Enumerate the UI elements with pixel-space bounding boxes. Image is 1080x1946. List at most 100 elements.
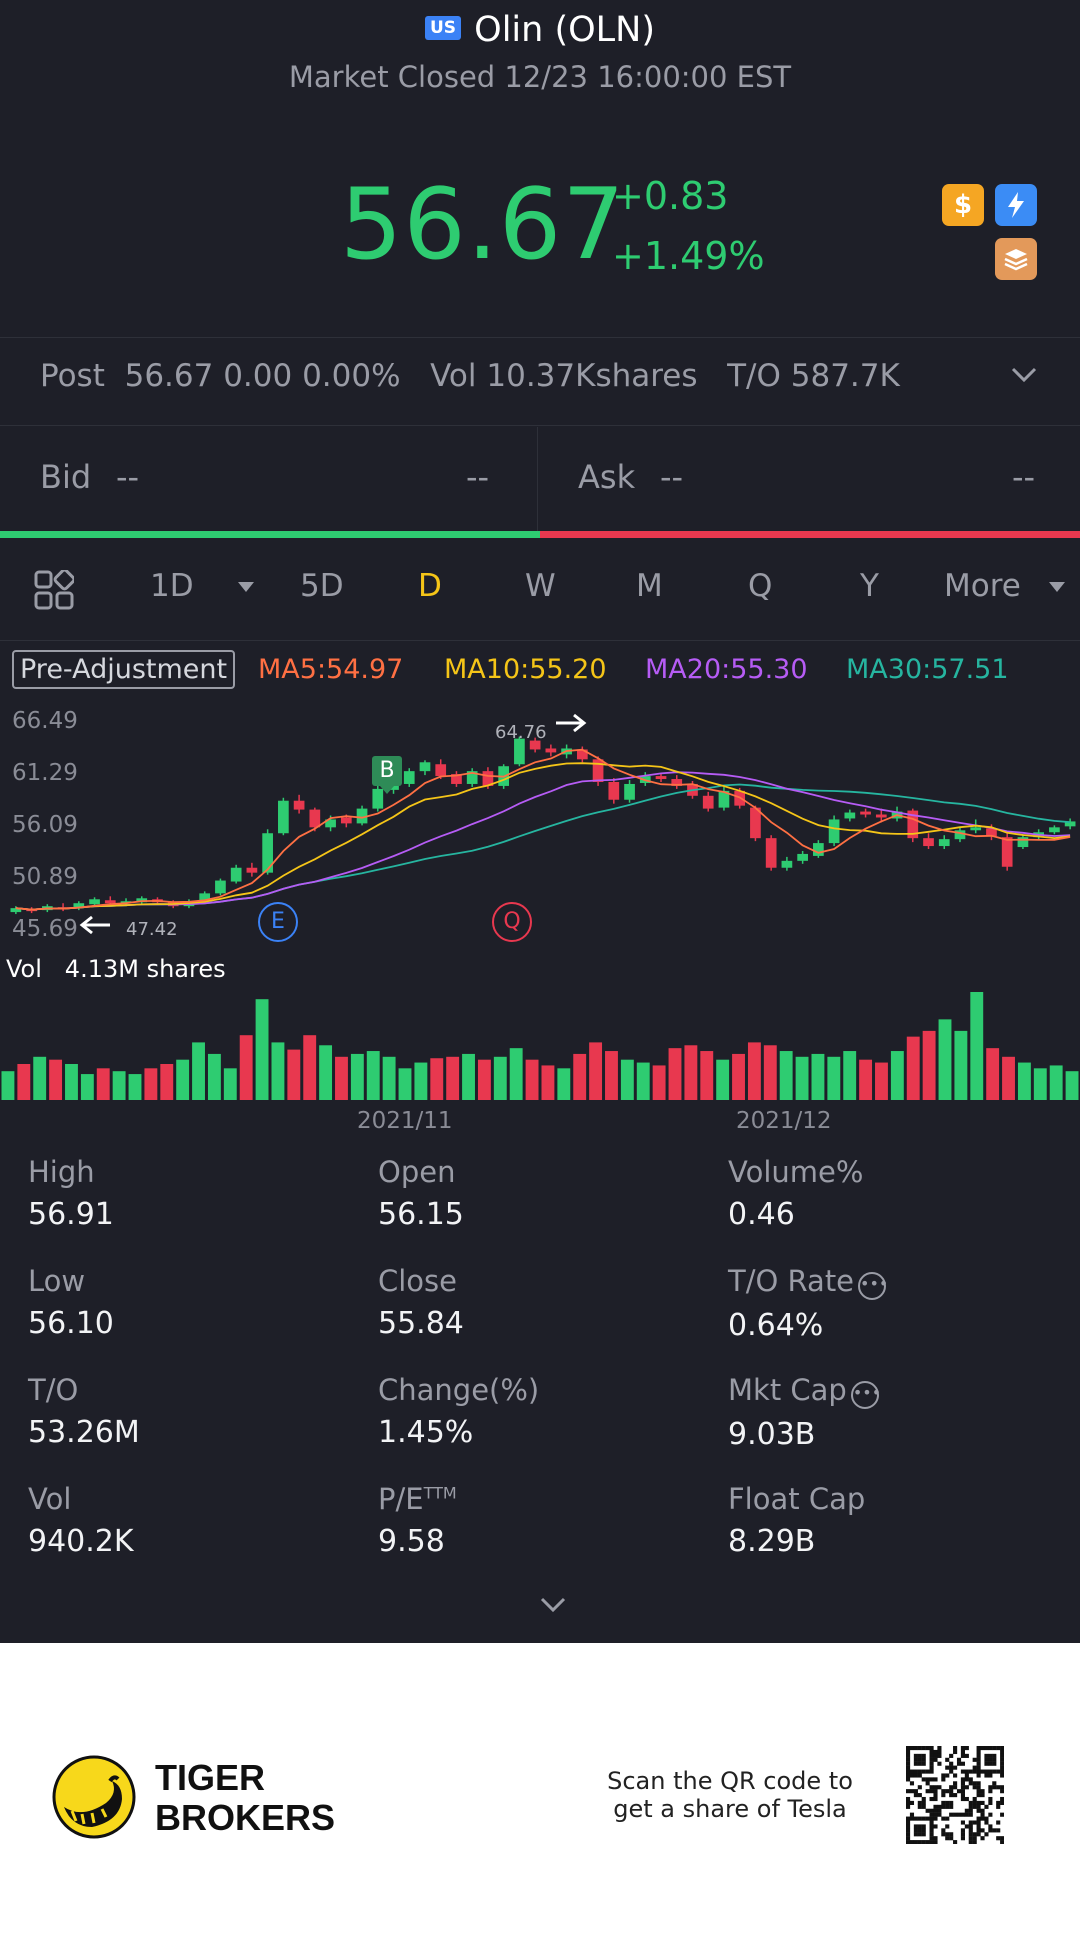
- volume-bar: [557, 1068, 571, 1100]
- volume-bar: [589, 1042, 603, 1100]
- volume-bar: [1049, 1065, 1063, 1100]
- bid-label: Bid: [40, 458, 92, 496]
- volume-bar: [922, 1030, 936, 1100]
- lightning-icon[interactable]: [995, 184, 1037, 226]
- volume-bar: [970, 992, 984, 1100]
- earnings-marker[interactable]: E: [258, 902, 298, 942]
- stack-icon[interactable]: [995, 238, 1037, 280]
- quarter-marker-label: Q: [503, 909, 521, 934]
- volume-bar: [890, 1051, 904, 1100]
- volume-bar: [747, 1042, 761, 1100]
- candle: [10, 908, 22, 913]
- stat-label: Volume%: [728, 1155, 864, 1189]
- grid-icon[interactable]: [34, 568, 76, 614]
- volume-bar: [541, 1065, 555, 1100]
- scan-text: Scan the QR code to get a share of Tesla: [600, 1767, 860, 1823]
- volume-bar: [287, 1049, 301, 1100]
- volume-bar: [1017, 1062, 1031, 1100]
- stat-value: 0.46: [728, 1197, 795, 1232]
- ma30-label: MA30:57.51: [846, 654, 1009, 685]
- candle: [215, 880, 226, 894]
- divider: [0, 640, 1080, 641]
- bid-size: --: [466, 458, 490, 496]
- ask-price: --: [660, 458, 684, 496]
- tab-w[interactable]: W: [525, 568, 556, 604]
- candle: [199, 893, 211, 902]
- candle: [750, 807, 761, 839]
- tab-more[interactable]: More: [944, 568, 1021, 604]
- tab-5d[interactable]: 5D: [300, 568, 344, 604]
- ma5-label: MA5:54.97: [258, 654, 404, 685]
- stat-value: 1.45%: [378, 1415, 474, 1450]
- volume-bar: [65, 1064, 78, 1100]
- candlestick-chart[interactable]: [0, 700, 1080, 950]
- chevron-down-icon[interactable]: [1010, 366, 1038, 388]
- ma5-line: [15, 748, 1071, 911]
- brand-line-1: TIGER: [155, 1757, 266, 1798]
- candle: [246, 867, 258, 873]
- stat-value: 9.03B: [728, 1417, 816, 1452]
- stat-low: Low 56.10: [28, 1264, 358, 1341]
- more-info-icon[interactable]: •••: [850, 1381, 881, 1409]
- volume-bar: [366, 1051, 380, 1100]
- scan-text-line-2: get a share of Tesla: [613, 1795, 847, 1823]
- volume-bar: [811, 1053, 825, 1100]
- volume-bar: [255, 999, 269, 1100]
- buy-marker[interactable]: B: [372, 756, 402, 786]
- candle: [514, 738, 525, 765]
- quarter-marker[interactable]: Q: [492, 902, 532, 942]
- candle: [1049, 827, 1060, 833]
- stat-volume-percent: Volume% 0.46: [728, 1155, 1058, 1232]
- volume-bar: [779, 1051, 793, 1100]
- volume-bar: [303, 1035, 317, 1100]
- candle: [403, 771, 415, 784]
- expand-chevron-icon[interactable]: [539, 1596, 567, 1618]
- candle: [73, 903, 85, 909]
- volume-bar: [573, 1053, 587, 1100]
- caret-down-icon[interactable]: [238, 582, 254, 592]
- volume-bar: [446, 1056, 460, 1100]
- volume-bar: [493, 1056, 507, 1100]
- bid-volume-bar: [0, 531, 540, 538]
- volume-bar: [795, 1056, 809, 1100]
- pre-adjustment-button[interactable]: Pre-Adjustment: [12, 650, 236, 689]
- x-axis-label: 2021/11: [357, 1108, 453, 1134]
- more-info-icon[interactable]: •••: [858, 1272, 888, 1300]
- volume-bar: [80, 1074, 94, 1100]
- stat-value: 56.91: [28, 1197, 114, 1232]
- tab-y[interactable]: Y: [860, 568, 879, 604]
- volume-bar: [430, 1058, 444, 1100]
- volume-chart[interactable]: [0, 990, 1080, 1102]
- volume-bar: [668, 1048, 682, 1100]
- volume-value: 4.13M shares: [64, 955, 226, 983]
- volume-bar: [525, 1059, 539, 1100]
- tab-q[interactable]: Q: [748, 568, 773, 604]
- stat-label-sup: TTM: [423, 1483, 457, 1503]
- stat-high: High 56.91: [28, 1155, 358, 1232]
- earnings-marker-label: E: [271, 909, 285, 934]
- post-market-row[interactable]: Post 56.67 0.00 0.00% Vol 10.37Kshares T…: [40, 358, 900, 394]
- volume-bar: [684, 1045, 698, 1100]
- candle: [718, 790, 730, 808]
- stat-label: Mkt Cap: [728, 1373, 847, 1407]
- volume-bar: [859, 1059, 873, 1100]
- volume-bar: [17, 1064, 31, 1100]
- stat-label: Close: [378, 1264, 457, 1298]
- qr-code-icon[interactable]: [906, 1746, 1004, 1844]
- tab-m[interactable]: M: [636, 568, 663, 604]
- volume-label-text: Vol: [6, 955, 42, 983]
- buy-marker-label: B: [379, 758, 395, 783]
- post-value: 56.67 0.00 0.00%: [124, 358, 401, 394]
- post-vol-value: 10.37Kshares: [486, 358, 698, 394]
- volume-bar: [462, 1053, 475, 1100]
- tab-1d[interactable]: 1D: [150, 568, 194, 604]
- ma20-line: [15, 771, 1071, 911]
- tab-d[interactable]: D: [418, 568, 442, 604]
- volume-bar: [33, 1056, 47, 1100]
- dollar-icon[interactable]: $: [942, 184, 984, 226]
- candle: [608, 781, 620, 800]
- volume-bar: [1, 1071, 15, 1100]
- ma10-line: [15, 762, 1071, 911]
- candle: [325, 819, 336, 828]
- caret-down-icon[interactable]: [1049, 582, 1065, 592]
